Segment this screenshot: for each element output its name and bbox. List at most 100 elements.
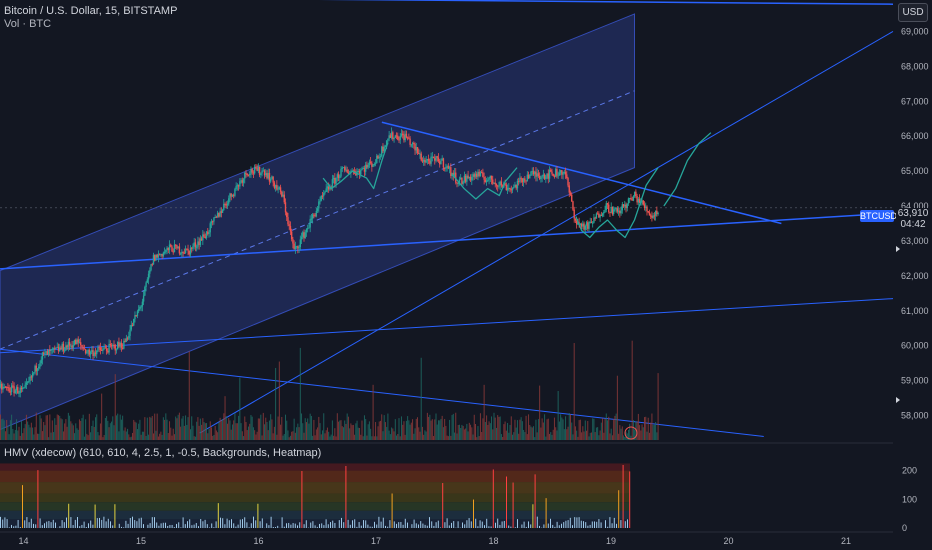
candle-body [495,184,498,186]
candle-body [234,189,236,196]
candle-body [228,198,230,204]
volume-bar [378,421,380,440]
volume-bar [436,424,438,440]
candle-body [214,216,216,218]
candle-body [653,215,656,217]
volume-bar [302,423,304,440]
heatmap-spike [569,517,571,528]
candle-body [541,176,543,178]
candle-body [325,188,327,193]
heatmap-spike [110,521,111,528]
candle-body [295,246,298,248]
heatmap-spike [440,527,441,528]
volume-bar [439,420,441,440]
candle-body [340,168,342,177]
heatmap-spike [545,498,547,528]
heatmap-spike [44,523,45,528]
volume-bar [342,427,344,440]
heatmap-spike [301,471,303,528]
volume-bar [4,431,6,440]
volume-bar [370,428,372,440]
volume-bar [454,432,456,440]
heatmap-spike [552,524,554,528]
heatmap-spike [275,527,276,528]
heatmap-spike [294,523,296,528]
heatmap-band [0,510,630,520]
heatmap-spike [270,516,272,528]
volume-bar [647,417,649,440]
channel-midline [0,90,635,350]
volume-bar [38,433,40,440]
volume-bar [489,423,491,440]
volume-bar [128,434,130,440]
candle-body [77,339,79,343]
candle-body [395,135,398,137]
heatmap-spike [68,503,70,528]
candle-body [135,315,137,317]
candle-body [392,132,394,140]
heatmap-spike [431,521,433,528]
candle-body [418,153,420,155]
volume-bar [456,433,458,440]
candle-body [170,244,172,247]
candle-body [364,164,367,172]
volume-bar [162,417,164,440]
candle-body [141,301,144,307]
volume-bar [577,436,579,440]
volume-bar [426,412,428,440]
candle-body [224,203,226,205]
candle-body [388,135,390,139]
volume-bar [83,436,85,440]
candle-body [266,173,268,179]
candle-body [657,213,659,215]
volume-bar [247,426,249,440]
volume-bar [328,431,330,440]
volume-bar [34,427,36,440]
volume-bar [573,343,575,440]
candle-body [400,133,403,136]
volume-bar [122,415,124,440]
volume-bar [629,423,631,440]
heatmap-band [0,502,630,511]
volume-bar [447,436,449,440]
volume-bar [498,416,500,440]
candle-body [212,221,214,223]
volume-bar [653,424,655,440]
candle-body [605,203,607,211]
volume-bar [66,426,68,440]
candle-body [188,250,190,255]
candle-body [87,349,89,353]
candle-body [210,221,213,224]
volume-bar [619,425,621,440]
volume-bar [541,418,543,440]
heatmap-spike [314,525,316,528]
currency-button[interactable]: USD [898,3,928,22]
volume-bar [259,418,261,440]
candle-body [645,206,647,208]
candle-body [466,175,468,182]
volume-bar [455,412,457,440]
candle-body [223,203,225,210]
candle-body [629,197,631,199]
candle-body [427,158,430,161]
heatmap-spike [391,493,393,528]
candle-body [186,248,188,250]
volume-bar [399,436,401,440]
heatmap-spike [200,519,202,528]
heatmap-spike [176,523,177,528]
heatmap-spike [501,521,503,528]
volume-bar [414,428,416,440]
candle-body [287,217,289,225]
y-tick-label: 62,000 [901,271,929,281]
candle-body [2,386,4,390]
volume-bar [176,418,178,440]
candle-body [72,345,74,348]
volume-bar [250,415,252,440]
volume-bar [371,436,373,440]
candle-body [88,349,91,355]
heatmap-spike [228,520,230,528]
heatmap-spike [622,464,624,528]
heatmap-spike [374,521,375,528]
candle-body [413,142,415,144]
